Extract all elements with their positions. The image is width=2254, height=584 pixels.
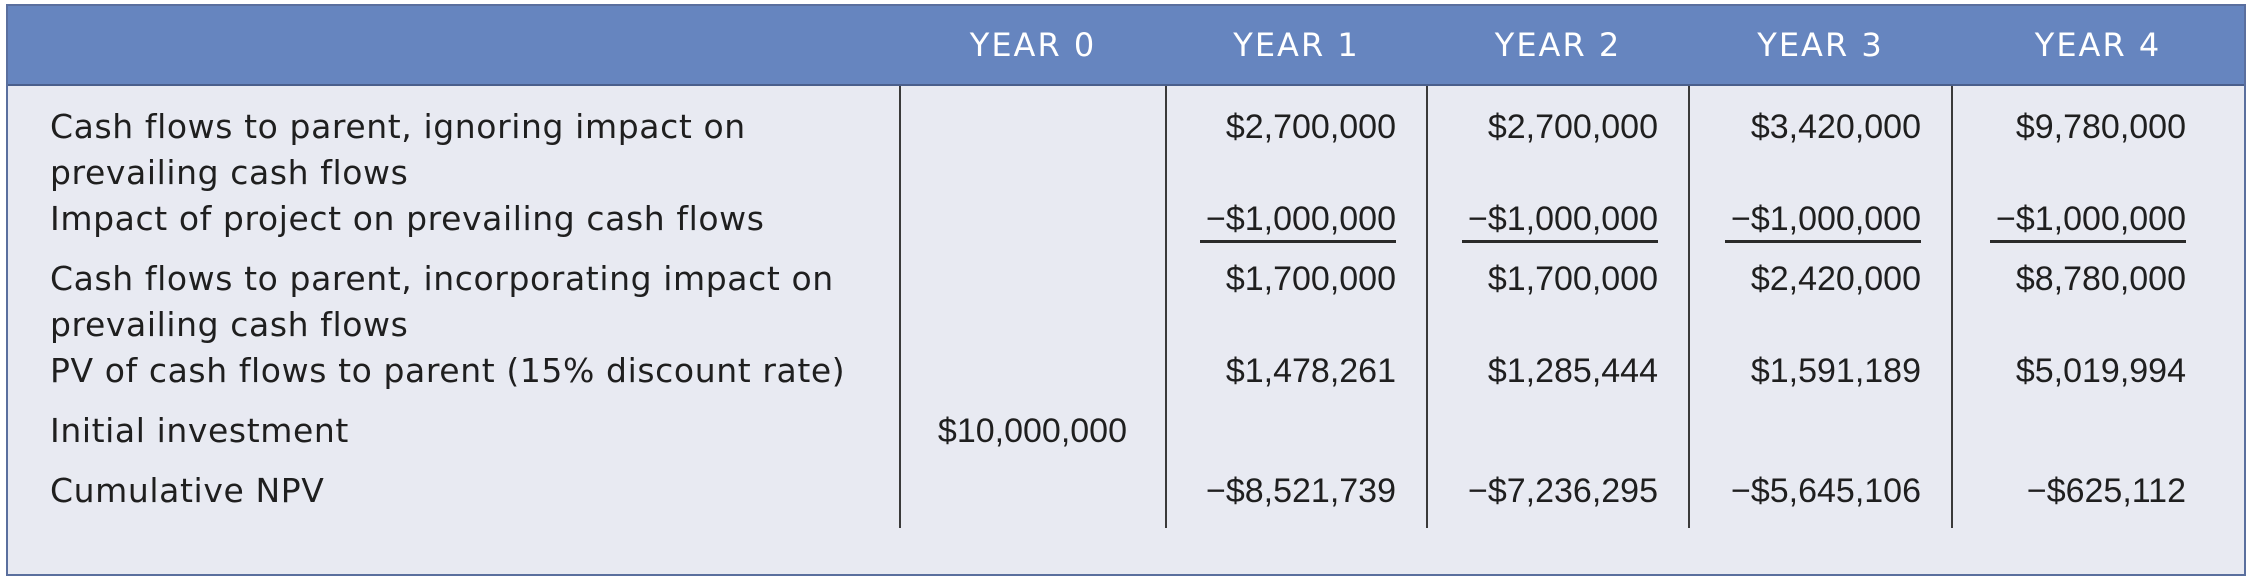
row-label-line-2: prevailing cash flows xyxy=(50,153,409,192)
row-label: Initial investment xyxy=(50,411,349,450)
cell-year-4: $8,780,000 xyxy=(1951,256,2244,348)
header-year-4: YEAR 4 xyxy=(1952,6,2244,86)
header-year-3: YEAR 3 xyxy=(1689,6,1952,86)
row-label-line-2: prevailing cash flows xyxy=(50,305,409,344)
cell-year-2: $2,700,000 xyxy=(1426,85,1689,196)
row-label: Cumulative NPV xyxy=(50,471,325,510)
cell-year-0 xyxy=(899,256,1166,348)
table-row-impact: Impact of project on prevailing cash flo… xyxy=(8,196,2244,256)
row-label-line-1: Cash flows to parent, incorporating impa… xyxy=(50,259,834,298)
header-year-2: YEAR 2 xyxy=(1427,6,1689,86)
table-row-initial-investment: Initial investment $10,000,000 xyxy=(8,408,2244,468)
cell-year-3 xyxy=(1688,408,1952,468)
cell-year-1: $1,478,261 xyxy=(1165,348,1427,408)
cell-year-3: $3,420,000 xyxy=(1688,85,1952,196)
cell-year-1 xyxy=(1165,408,1427,468)
cell-year-4: $5,019,994 xyxy=(1951,348,2244,408)
cell-year-3: −$1,000,000 xyxy=(1688,196,1952,256)
cell-year-2: −$1,000,000 xyxy=(1426,196,1689,256)
cell-year-1: −$8,521,739 xyxy=(1165,468,1427,528)
cell-year-2: $1,285,444 xyxy=(1426,348,1689,408)
cell-year-1: $2,700,000 xyxy=(1165,85,1427,196)
cell-year-4: −$1,000,000 xyxy=(1951,196,2244,256)
cell-year-0: $10,000,000 xyxy=(899,408,1166,468)
table-row-cash-flows-incorporating: Cash flows to parent, incorporating impa… xyxy=(8,256,2244,348)
cell-year-2: −$7,236,295 xyxy=(1426,468,1689,528)
cell-year-4: −$625,112 xyxy=(1951,468,2244,528)
npv-table-frame: YEAR 0 YEAR 1 YEAR 2 YEAR 3 YEAR 4 Cash … xyxy=(6,4,2246,576)
table-row-cash-flows-ignoring: Cash flows to parent, ignoring impact on… xyxy=(8,85,2244,196)
npv-table: YEAR 0 YEAR 1 YEAR 2 YEAR 3 YEAR 4 Cash … xyxy=(8,6,2244,528)
header-year-0: YEAR 0 xyxy=(900,6,1166,86)
cell-year-0 xyxy=(899,196,1166,256)
cell-year-0 xyxy=(899,348,1166,408)
cell-year-4 xyxy=(1951,408,2244,468)
cell-year-1: $1,700,000 xyxy=(1165,256,1427,348)
cell-year-1: −$1,000,000 xyxy=(1165,196,1427,256)
cell-year-3: −$5,645,106 xyxy=(1688,468,1952,528)
cell-year-0 xyxy=(899,468,1166,528)
row-label: PV of cash flows to parent (15% discount… xyxy=(50,351,846,390)
header-row: YEAR 0 YEAR 1 YEAR 2 YEAR 3 YEAR 4 xyxy=(8,6,2244,86)
cell-value: −$1,000,000 xyxy=(1724,198,1921,243)
row-label: Cash flows to parent, ignoring impact on… xyxy=(8,85,900,196)
row-label-line-1: Cash flows to parent, ignoring impact on xyxy=(50,107,746,146)
row-label: Impact of project on prevailing cash flo… xyxy=(50,199,765,238)
row-label: Cash flows to parent, incorporating impa… xyxy=(8,256,900,348)
header-year-1: YEAR 1 xyxy=(1166,6,1427,86)
cell-year-2 xyxy=(1426,408,1689,468)
cell-year-0 xyxy=(899,85,1166,196)
cell-year-4: $9,780,000 xyxy=(1951,85,2244,196)
cell-value: −$1,000,000 xyxy=(1989,198,2186,243)
cell-value: −$1,000,000 xyxy=(1461,198,1658,243)
table-row-pv: PV of cash flows to parent (15% discount… xyxy=(8,348,2244,408)
cell-year-2: $1,700,000 xyxy=(1426,256,1689,348)
cell-year-3: $2,420,000 xyxy=(1688,256,1952,348)
header-blank xyxy=(8,6,900,86)
cell-value: −$1,000,000 xyxy=(1199,198,1396,243)
cell-year-3: $1,591,189 xyxy=(1688,348,1952,408)
table-row-cumulative-npv: Cumulative NPV −$8,521,739 −$7,236,295 −… xyxy=(8,468,2244,528)
